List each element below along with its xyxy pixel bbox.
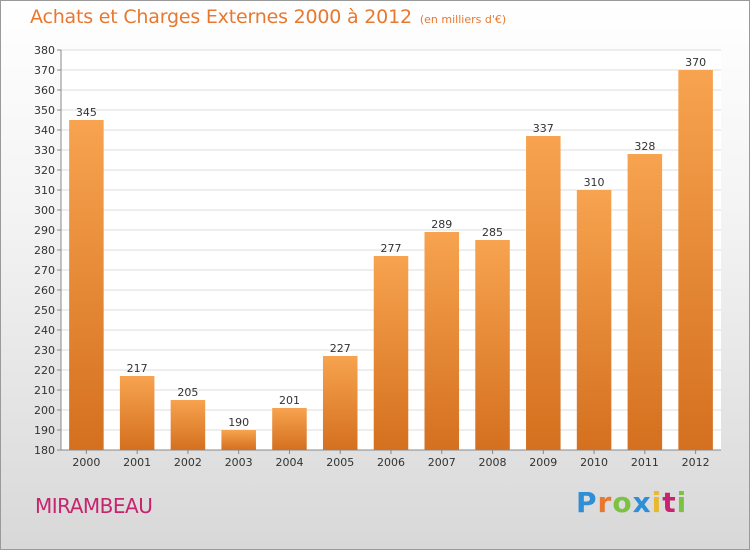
x-tick-label: 2007	[428, 456, 456, 469]
bar-value-label: 201	[279, 394, 300, 407]
x-axis-labels: 2000 2001 2002 2003 2004 2005 2006 2007 2008 2009…	[72, 450, 710, 469]
y-tick-label: 190	[34, 424, 55, 437]
x-tick-label: 2010	[580, 456, 608, 469]
bar	[322, 356, 358, 450]
y-tick-label: 320	[34, 164, 55, 177]
chart-title: Achats et Charges Externes 2000 à 2012 (e…	[30, 6, 506, 28]
y-tick-label: 210	[34, 384, 55, 397]
x-tick-label: 2002	[174, 456, 202, 469]
bar-value-label: 370	[685, 56, 706, 69]
x-tick-label: 2001	[123, 456, 151, 469]
bar-value-label: 289	[431, 218, 452, 231]
bar	[221, 430, 256, 450]
y-tick-label: 270	[34, 264, 55, 277]
bar-value-label: 227	[330, 342, 351, 355]
x-tick-label: 2005	[326, 456, 354, 469]
bar	[576, 190, 612, 450]
bar	[272, 408, 307, 450]
bar	[373, 256, 409, 450]
bar-value-label: 310	[584, 176, 605, 189]
y-tick-label: 290	[34, 224, 55, 237]
y-tick-label: 180	[34, 444, 55, 457]
y-tick-label: 220	[34, 364, 55, 377]
axes	[60, 50, 721, 451]
y-tick-label: 330	[34, 144, 55, 157]
chart-title-text: Achats et Charges Externes 2000 à 2012	[30, 6, 412, 28]
logo-letter: t	[662, 486, 677, 519]
bars: 345 217 205 190 201 227 277 289 285 337 310 328 370	[69, 56, 713, 450]
x-tick-label: 2011	[631, 456, 659, 469]
bar-value-label: 217	[127, 362, 148, 375]
bar-value-label: 277	[381, 242, 402, 255]
y-tick-label: 240	[34, 324, 55, 337]
bar-value-label: 190	[228, 416, 249, 429]
bar-value-label: 328	[634, 140, 655, 153]
y-tick-label: 360	[34, 84, 55, 97]
bar-value-label: 345	[76, 106, 97, 119]
bar	[627, 154, 663, 450]
x-tick-label: 2006	[377, 456, 405, 469]
proxiti-logo: Proxiti	[576, 486, 687, 519]
logo-letter: P	[576, 486, 598, 519]
y-tick-label: 310	[34, 184, 55, 197]
y-axis-labels: 180 190 200 210 220 230 240 250 260 270 280 290 300 3…	[34, 44, 55, 457]
bar	[119, 376, 155, 450]
bar	[424, 232, 460, 450]
bar-value-label: 205	[177, 386, 198, 399]
bar	[678, 70, 713, 450]
chart-title-unit: (en milliers d'€)	[419, 13, 507, 26]
y-tick-label: 200	[34, 404, 55, 417]
x-tick-label: 2004	[275, 456, 303, 469]
x-tick-label: 2012	[682, 456, 710, 469]
y-tick-label: 300	[34, 204, 55, 217]
y-tick-label: 340	[34, 124, 55, 137]
x-tick-label: 2003	[225, 456, 253, 469]
commune-name: MIRAMBEAU	[35, 494, 153, 518]
bar	[526, 136, 561, 450]
x-tick-label: 2008	[479, 456, 507, 469]
logo-letter: i	[651, 486, 663, 519]
bar	[69, 120, 104, 450]
y-tick-label: 250	[34, 304, 55, 317]
bar	[475, 240, 510, 450]
bar-value-label: 285	[482, 226, 503, 239]
y-tick-label: 230	[34, 344, 55, 357]
y-tick-label: 280	[34, 244, 55, 257]
x-tick-label: 2000	[72, 456, 100, 469]
bar-value-label: 337	[533, 122, 554, 135]
logo-letter: r	[597, 486, 613, 519]
y-tick-label: 380	[34, 44, 55, 57]
logo-letter: o	[612, 486, 633, 519]
logo-letter: x	[632, 486, 652, 519]
y-tick-label: 350	[34, 104, 55, 117]
logo-letter: i	[676, 486, 688, 519]
y-tick-label: 370	[34, 64, 55, 77]
bar	[170, 400, 206, 450]
x-tick-label: 2009	[529, 456, 557, 469]
y-tick-label: 260	[34, 284, 55, 297]
